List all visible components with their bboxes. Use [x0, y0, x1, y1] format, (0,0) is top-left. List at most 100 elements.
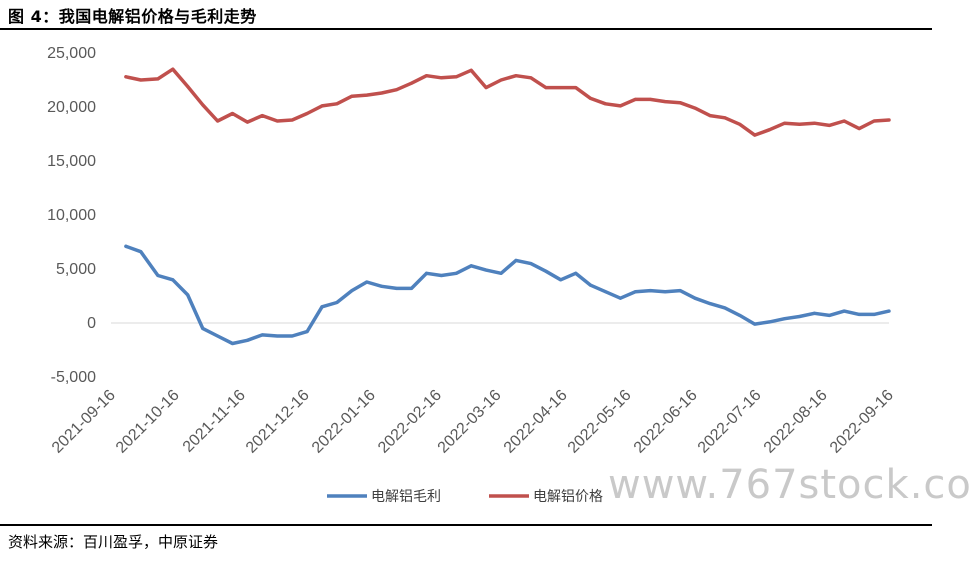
- data-point: [410, 81, 413, 85]
- data-point: [410, 286, 413, 290]
- data-point: [827, 123, 831, 127]
- data-point: [529, 262, 533, 266]
- data-point: [663, 100, 667, 104]
- data-point: [469, 264, 473, 268]
- data-point: [842, 309, 846, 313]
- data-point: [139, 78, 143, 82]
- data-point: [305, 112, 309, 115]
- data-point: [604, 290, 607, 294]
- data-point: [574, 271, 578, 275]
- data-point: [260, 333, 264, 337]
- watermark: www.767stock.com: [608, 462, 971, 508]
- data-point: [693, 106, 697, 110]
- data-point: [514, 258, 518, 262]
- legend-label: 电解铝毛利: [371, 489, 441, 505]
- data-point: [290, 334, 294, 338]
- data-point: [275, 334, 279, 338]
- data-point: [186, 293, 190, 297]
- data-point: [723, 306, 727, 310]
- x-tick-label: 2022-09-16: [827, 387, 897, 457]
- legend: 电解铝毛利 电解铝价格: [327, 489, 603, 505]
- data-point: [648, 97, 652, 101]
- data-point: [723, 116, 727, 120]
- data-point: [320, 104, 324, 108]
- x-tick-label: 2022-07-16: [695, 387, 765, 457]
- data-point: [574, 86, 578, 90]
- data-point: [350, 94, 354, 98]
- data-point: [335, 102, 339, 106]
- data-point: [439, 76, 443, 80]
- data-point: [425, 271, 428, 275]
- data-point: [484, 86, 488, 90]
- data-point: [783, 317, 787, 321]
- data-point: [139, 250, 143, 254]
- data-point: [320, 305, 324, 309]
- data-point: [469, 68, 473, 72]
- data-point: [425, 74, 428, 78]
- data-point: [827, 313, 831, 317]
- figure-title: 图 4：我国电解铝价格与毛利走势: [8, 7, 257, 26]
- data-point: [260, 114, 264, 118]
- data-point: [559, 86, 563, 90]
- x-tick-label: 2021-11-16: [180, 387, 249, 456]
- data-point: [305, 330, 309, 334]
- data-point: [589, 283, 593, 287]
- data-point: [618, 104, 622, 108]
- data-point: [857, 127, 861, 131]
- data-point: [812, 311, 816, 315]
- data-point: [484, 268, 488, 272]
- y-tick-label: 15,000: [47, 153, 96, 170]
- data-point: [887, 118, 891, 122]
- data-point: [708, 302, 712, 306]
- y-tick-label: -5,000: [51, 369, 96, 386]
- data-point: [812, 121, 816, 125]
- x-tick-label: 2022-01-16: [309, 387, 379, 457]
- data-point: [693, 296, 697, 300]
- data-point: [201, 326, 205, 330]
- data-point: [245, 338, 249, 342]
- data-point: [124, 244, 128, 248]
- data-point: [395, 286, 399, 290]
- data-point: [857, 312, 861, 316]
- series-layer: [124, 67, 891, 346]
- data-point: [529, 76, 533, 80]
- data-point: [633, 97, 637, 101]
- data-point: [171, 278, 175, 282]
- y-tick-label: 10,000: [47, 207, 96, 224]
- data-point: [380, 91, 384, 95]
- data-point: [618, 296, 622, 300]
- data-point: [842, 119, 846, 123]
- data-point: [738, 313, 742, 317]
- x-tick-label: 2022-02-16: [375, 387, 445, 457]
- data-point: [156, 274, 160, 277]
- data-point: [648, 289, 652, 293]
- data-point: [201, 103, 205, 107]
- series-line-1: [124, 67, 891, 137]
- data-point: [589, 96, 593, 100]
- data-point: [499, 78, 503, 82]
- y-tick-label: 20,000: [47, 99, 96, 116]
- data-point: [439, 274, 443, 277]
- y-tick-label: 25,000: [47, 45, 96, 62]
- data-point: [514, 74, 518, 78]
- data-point: [559, 278, 563, 282]
- data-point: [290, 118, 294, 122]
- data-point: [768, 320, 772, 324]
- data-point: [499, 271, 503, 275]
- x-tick-label: 2022-08-16: [761, 387, 831, 457]
- data-point: [335, 301, 339, 304]
- data-point: [544, 269, 548, 273]
- data-point: [156, 77, 160, 81]
- data-point: [678, 289, 682, 293]
- data-point: [798, 122, 801, 126]
- data-point: [380, 284, 384, 288]
- y-tick-label: 5,000: [56, 261, 96, 278]
- data-point: [798, 315, 801, 318]
- data-point: [783, 121, 787, 125]
- data-point: [633, 290, 637, 294]
- data-point: [753, 322, 757, 326]
- data-point: [395, 88, 399, 92]
- data-point: [678, 101, 682, 105]
- data-point: [245, 120, 249, 124]
- series-line-0: [124, 244, 891, 346]
